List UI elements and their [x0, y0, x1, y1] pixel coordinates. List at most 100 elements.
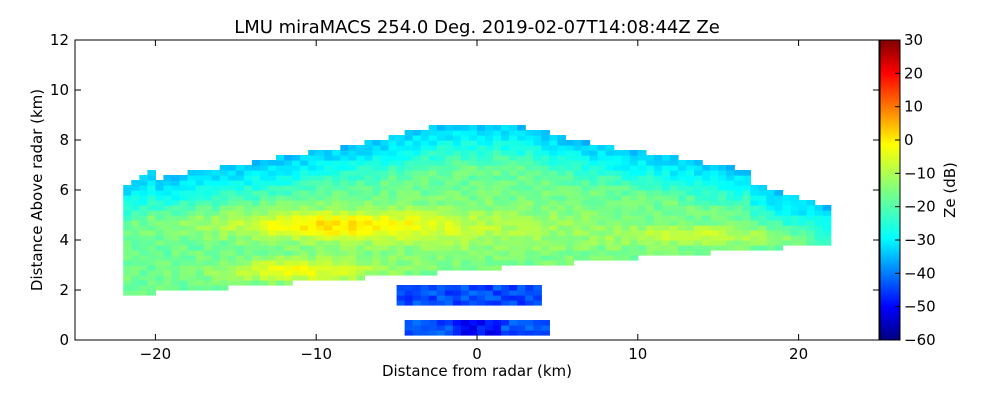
reflectivity-cell [436, 185, 446, 191]
reflectivity-cell [621, 175, 631, 181]
reflectivity-cell [380, 140, 390, 146]
reflectivity-cell [517, 260, 526, 266]
reflectivity-cell [300, 225, 309, 231]
reflectivity-cell [726, 205, 735, 211]
reflectivity-cell [139, 220, 148, 226]
reflectivity-cell [308, 265, 317, 271]
reflectivity-cell [493, 285, 502, 291]
reflectivity-cell [404, 130, 414, 136]
reflectivity-cell [734, 240, 743, 246]
reflectivity-cell [171, 265, 181, 271]
reflectivity-cell [452, 175, 462, 181]
reflectivity-cell [605, 175, 615, 181]
reflectivity-cell [195, 175, 205, 181]
reflectivity-cell [203, 185, 213, 191]
reflectivity-cell [412, 145, 422, 151]
reflectivity-cell [396, 230, 406, 236]
reflectivity-cell [758, 240, 768, 246]
reflectivity-cell [613, 250, 623, 256]
reflectivity-cell [428, 270, 438, 276]
reflectivity-cell [452, 150, 462, 156]
reflectivity-cell [436, 140, 446, 146]
reflectivity-cell [203, 215, 213, 221]
reflectivity-cell [348, 270, 357, 276]
reflectivity-cell [597, 160, 607, 166]
reflectivity-cell [541, 245, 550, 251]
reflectivity-cell [669, 225, 679, 231]
reflectivity-cell [300, 205, 309, 211]
reflectivity-cell [219, 190, 229, 196]
reflectivity-cell [364, 265, 374, 271]
reflectivity-cell [613, 205, 623, 211]
reflectivity-cell [211, 180, 221, 186]
reflectivity-cell [541, 210, 550, 216]
reflectivity-cell [179, 235, 189, 241]
reflectivity-cell [597, 190, 607, 196]
reflectivity-cell [259, 220, 269, 226]
reflectivity-cell [195, 195, 205, 201]
reflectivity-cell [420, 260, 430, 266]
reflectivity-cell [420, 265, 430, 271]
reflectivity-cell [798, 235, 808, 241]
reflectivity-cell [372, 140, 382, 146]
reflectivity-cell [372, 220, 382, 226]
reflectivity-cell [509, 300, 518, 306]
colorbar-tick-label: −40 [904, 264, 936, 282]
reflectivity-cell [597, 225, 607, 231]
reflectivity-cell [669, 205, 679, 211]
reflectivity-cell [525, 130, 534, 136]
reflectivity-cell [316, 260, 325, 266]
reflectivity-cell [774, 205, 784, 211]
reflectivity-cell [131, 190, 140, 196]
reflectivity-cell [565, 220, 575, 226]
reflectivity-cell [565, 205, 575, 211]
reflectivity-cell [300, 175, 309, 181]
reflectivity-cell [380, 220, 390, 226]
reflectivity-cell [324, 270, 333, 276]
reflectivity-cell [300, 195, 309, 201]
reflectivity-cell [661, 240, 671, 246]
reflectivity-cell [436, 260, 446, 266]
reflectivity-cell [645, 180, 655, 186]
reflectivity-cell [203, 200, 213, 206]
reflectivity-cell [404, 255, 414, 261]
reflectivity-cell [131, 245, 140, 251]
reflectivity-cell [139, 260, 148, 266]
reflectivity-cell [219, 200, 229, 206]
reflectivity-cell [276, 190, 285, 196]
reflectivity-cell [380, 260, 390, 266]
reflectivity-cell [372, 235, 382, 241]
reflectivity-cell [259, 165, 269, 171]
reflectivity-cell [412, 135, 422, 141]
reflectivity-cell [661, 175, 671, 181]
reflectivity-cell [147, 230, 156, 236]
reflectivity-cell [678, 205, 687, 211]
reflectivity-cell [284, 240, 293, 246]
reflectivity-cell [348, 225, 357, 231]
reflectivity-cell [766, 200, 776, 206]
reflectivity-cell [661, 225, 671, 231]
reflectivity-cell [509, 210, 518, 216]
reflectivity-cell [316, 210, 325, 216]
reflectivity-cell [364, 255, 374, 261]
reflectivity-cell [742, 190, 751, 196]
reflectivity-cell [774, 245, 784, 251]
reflectivity-cell [428, 150, 438, 156]
reflectivity-cell [139, 225, 148, 231]
reflectivity-cell [517, 210, 526, 216]
reflectivity-cell [702, 190, 711, 196]
reflectivity-cell [460, 205, 470, 211]
reflectivity-cell [541, 195, 550, 201]
reflectivity-cell [493, 250, 502, 256]
reflectivity-cell [364, 160, 374, 166]
reflectivity-cell [364, 250, 374, 256]
reflectivity-cell [702, 170, 711, 176]
reflectivity-cell [436, 265, 446, 271]
reflectivity-cell [219, 205, 229, 211]
reflectivity-cell [621, 250, 631, 256]
reflectivity-cell [131, 250, 140, 256]
reflectivity-cell [822, 240, 832, 246]
reflectivity-cell [211, 195, 221, 201]
reflectivity-cell [155, 250, 165, 256]
